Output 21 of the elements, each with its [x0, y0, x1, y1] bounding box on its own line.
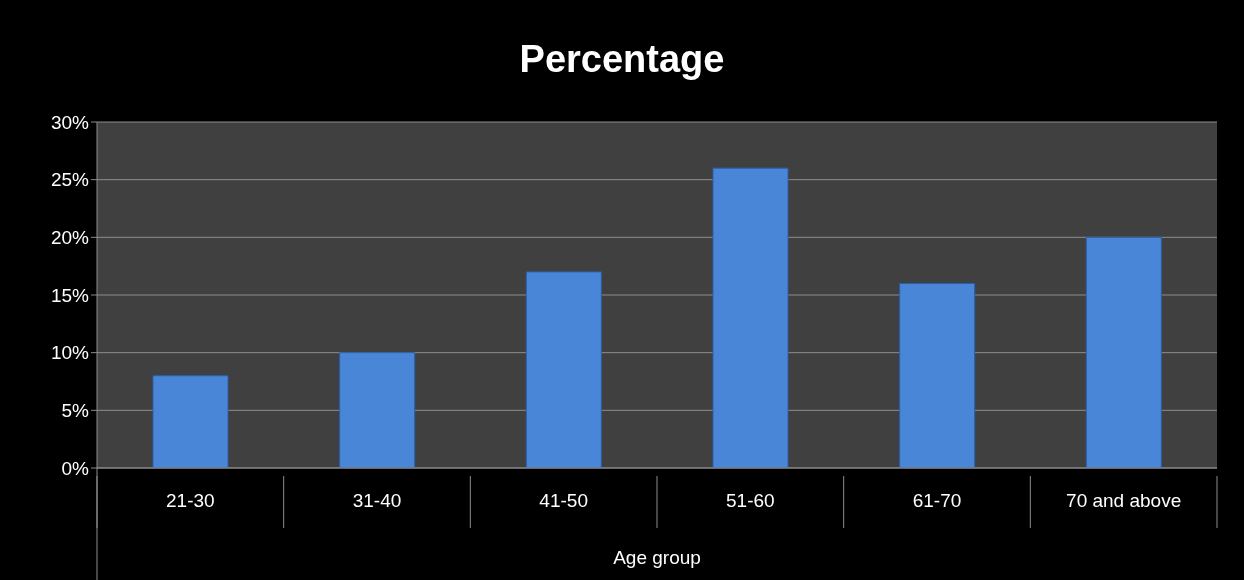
- y-tick-label: 30%: [50, 111, 90, 133]
- x-axis-title: Age group: [613, 547, 701, 568]
- x-tick-label: 61-70: [912, 490, 962, 511]
- chart-title: Percentage: [518, 38, 726, 81]
- bar: [152, 375, 229, 468]
- y-tick-label: 25%: [50, 169, 90, 191]
- x-tick-label: 51-60: [726, 490, 775, 511]
- x-tick-label: 31-40: [352, 490, 402, 511]
- bar: [1085, 236, 1162, 468]
- y-tick-label: 0%: [61, 457, 90, 479]
- x-tick-label: 70 and above: [1066, 490, 1182, 511]
- y-tick-label: 20%: [50, 227, 90, 249]
- x-tick-label: 21-30: [166, 490, 215, 511]
- bar: [525, 271, 602, 468]
- y-tick-label: 15%: [50, 284, 90, 306]
- bar: [712, 167, 789, 468]
- y-tick-label: 5%: [61, 400, 90, 422]
- bar: [899, 282, 976, 468]
- x-tick-label: 41-50: [539, 490, 588, 511]
- bar: [339, 352, 416, 468]
- y-tick-label: 10%: [50, 342, 90, 364]
